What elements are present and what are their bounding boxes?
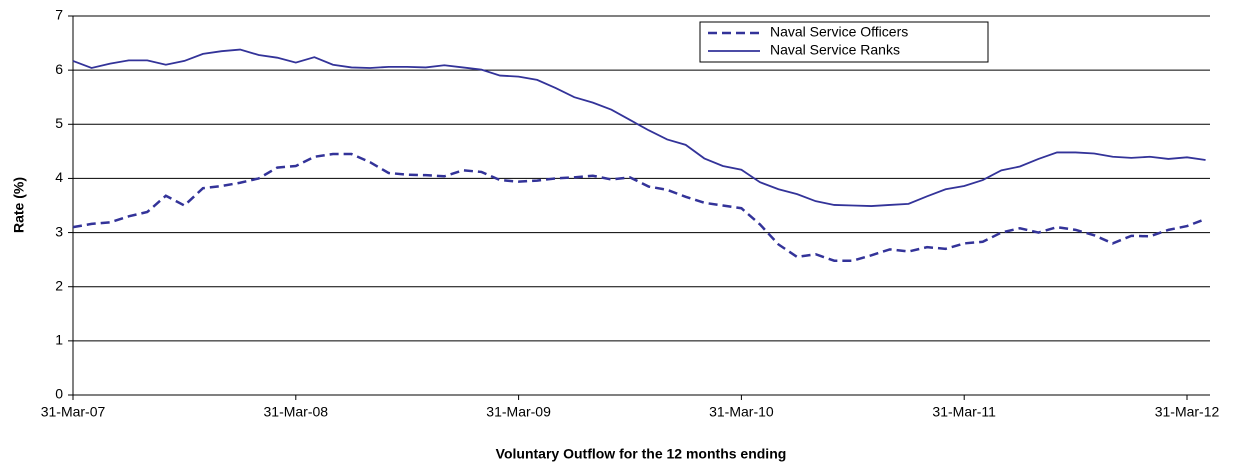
legend-label: Naval Service Ranks [770,42,900,58]
y-tick-label: 3 [55,223,63,239]
y-tick-label: 0 [55,386,63,402]
y-tick-label: 5 [55,115,63,131]
y-axis-title: Rate (%) [11,177,27,233]
y-tick-label: 1 [55,332,63,348]
x-axis-title: Voluntary Outflow for the 12 months endi… [496,446,787,462]
x-tick-label: 31-Mar-08 [264,404,329,420]
x-tick-label: 31-Mar-11 [932,404,996,420]
y-tick-label: 6 [55,61,63,77]
x-tick-label: 31-Mar-10 [709,404,774,420]
series-line [72,152,1207,262]
x-tick-label: 31-Mar-09 [486,404,551,420]
y-tick-label: 2 [55,277,63,293]
x-tick-label: 31-Mar-07 [41,404,106,420]
series-line [72,48,1206,207]
y-tick-label: 4 [55,169,63,185]
x-tick-label: 31-Mar-12 [1155,404,1220,420]
legend-box [699,21,989,63]
y-tick-label: 7 [55,7,63,23]
legend-label: Naval Service Officers [770,24,908,40]
